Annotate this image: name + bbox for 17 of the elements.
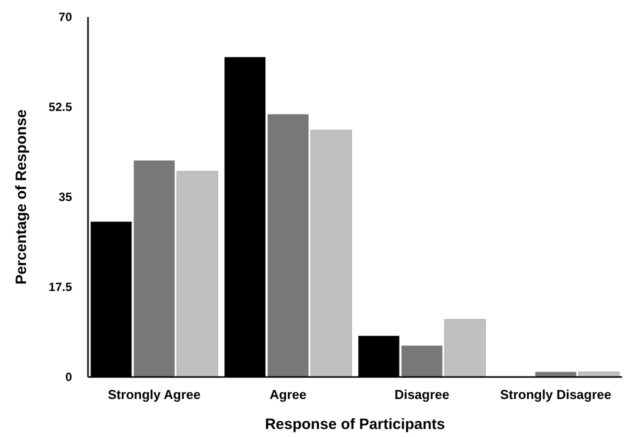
y-tick-label: 0 — [65, 370, 72, 384]
x-tick-label: Strongly Agree — [108, 387, 201, 402]
bar — [444, 319, 486, 378]
x-tick-label: Disagree — [394, 387, 450, 402]
bar — [134, 160, 175, 377]
y-tick-label: 52.5 — [48, 100, 72, 114]
y-tick-label: 70 — [58, 10, 72, 24]
y-axis-title: Percentage of Response — [13, 109, 30, 285]
y-tick-label: 17.5 — [48, 280, 72, 294]
x-tick-label: Strongly Disagree — [500, 387, 612, 402]
bar — [268, 114, 309, 377]
bar — [176, 170, 218, 378]
bar — [401, 346, 442, 377]
x-axis-title: Response of Participants — [264, 416, 446, 433]
bar — [310, 130, 352, 378]
y-tick-label: 35 — [58, 190, 72, 204]
x-tick-label: Agree — [270, 387, 307, 402]
